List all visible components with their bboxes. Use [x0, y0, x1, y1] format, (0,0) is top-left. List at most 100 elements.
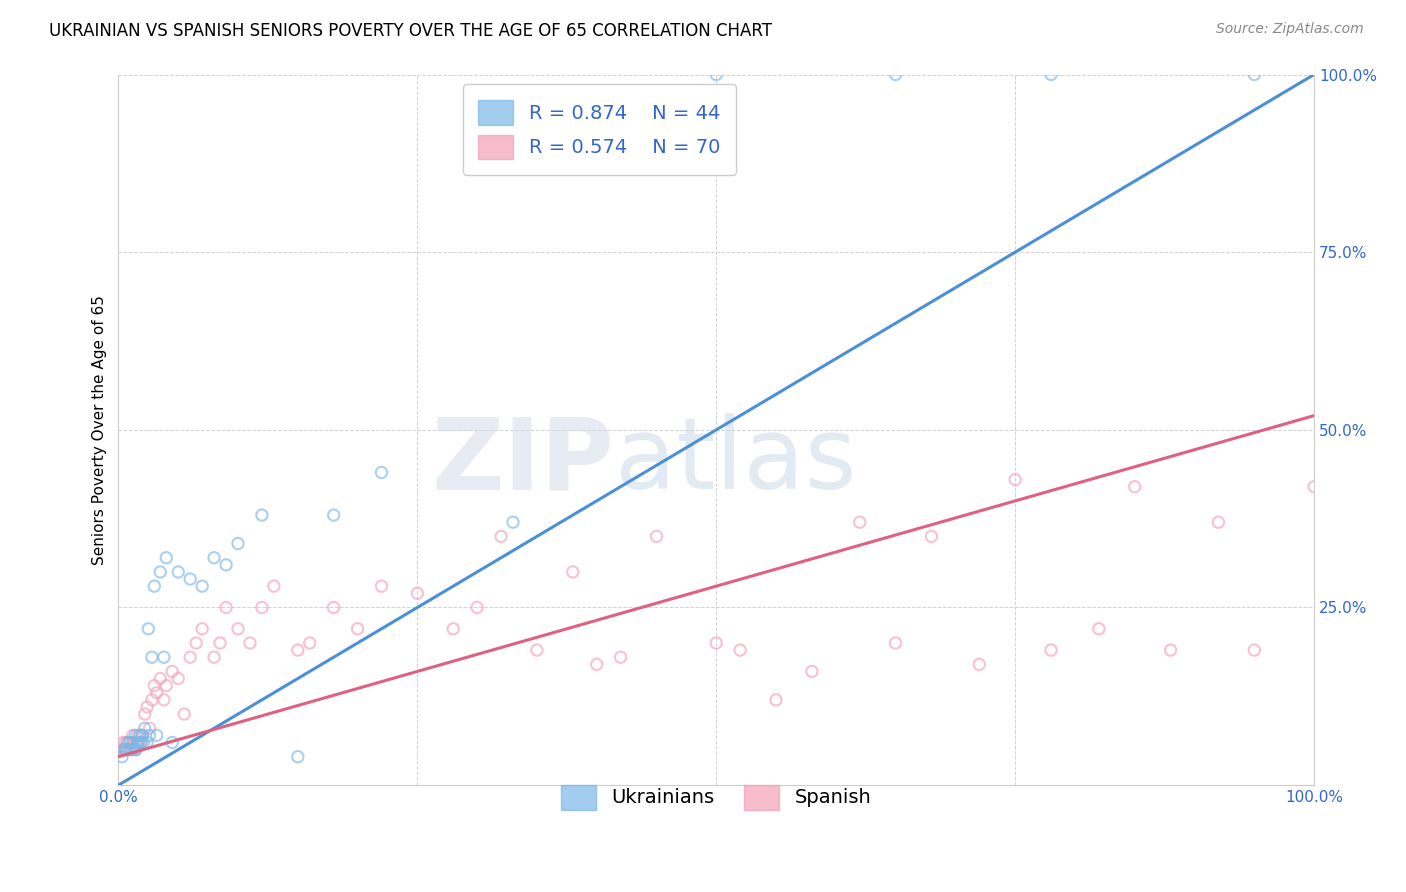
Point: [114, 742, 136, 756]
Point: [118, 742, 141, 756]
Point: [131, 728, 153, 742]
Point: [526, 643, 548, 657]
Point: [127, 728, 149, 742]
Point: [111, 749, 134, 764]
Point: [112, 735, 135, 749]
Point: [134, 707, 156, 722]
Point: [287, 643, 309, 657]
Point: [114, 735, 136, 749]
Point: [215, 600, 238, 615]
Point: [122, 742, 145, 756]
Point: [1040, 68, 1063, 82]
Point: [141, 650, 163, 665]
Point: [125, 742, 148, 756]
Point: [145, 686, 167, 700]
Point: [143, 679, 166, 693]
Point: [121, 735, 143, 749]
Y-axis label: Seniors Poverty Over the Age of 65: Seniors Poverty Over the Age of 65: [93, 295, 107, 565]
Point: [153, 650, 176, 665]
Point: [179, 650, 201, 665]
Point: [128, 735, 150, 749]
Point: [1123, 480, 1146, 494]
Point: [129, 735, 152, 749]
Point: [132, 735, 155, 749]
Point: [226, 536, 249, 550]
Point: [1243, 643, 1265, 657]
Point: [117, 735, 139, 749]
Point: [287, 749, 309, 764]
Point: [131, 728, 153, 742]
Text: atlas: atlas: [614, 413, 856, 510]
Point: [129, 728, 152, 742]
Point: [155, 679, 177, 693]
Point: [162, 735, 184, 749]
Text: UKRAINIAN VS SPANISH SENIORS POVERTY OVER THE AGE OF 65 CORRELATION CHART: UKRAINIAN VS SPANISH SENIORS POVERTY OVE…: [49, 22, 772, 40]
Point: [186, 636, 208, 650]
Point: [704, 68, 727, 82]
Point: [848, 515, 870, 529]
Point: [969, 657, 991, 672]
Point: [406, 586, 429, 600]
Point: [138, 721, 160, 735]
Text: ZIP: ZIP: [432, 413, 614, 510]
Point: [136, 735, 159, 749]
Point: [143, 579, 166, 593]
Point: [121, 742, 143, 756]
Point: [134, 721, 156, 735]
Point: [145, 728, 167, 742]
Point: [191, 579, 214, 593]
Point: [884, 68, 907, 82]
Point: [155, 550, 177, 565]
Point: [179, 572, 201, 586]
Point: [1208, 515, 1230, 529]
Point: [129, 735, 152, 749]
Point: [239, 636, 262, 650]
Point: [115, 742, 138, 756]
Point: [800, 665, 823, 679]
Point: [173, 707, 195, 722]
Point: [1040, 643, 1063, 657]
Point: [489, 529, 512, 543]
Point: [121, 728, 143, 742]
Point: [645, 529, 668, 543]
Point: [370, 466, 392, 480]
Point: [117, 735, 139, 749]
Point: [502, 515, 524, 529]
Point: [122, 735, 145, 749]
Point: [728, 643, 751, 657]
Point: [1004, 473, 1026, 487]
Point: [441, 622, 464, 636]
Point: [884, 636, 907, 650]
Point: [561, 565, 583, 579]
Point: [263, 579, 285, 593]
Point: [226, 622, 249, 636]
Point: [129, 728, 152, 742]
Point: [149, 672, 172, 686]
Point: [202, 550, 225, 565]
Point: [111, 742, 134, 756]
Point: [115, 742, 138, 756]
Point: [124, 742, 146, 756]
Point: [136, 700, 159, 714]
Point: [322, 508, 344, 522]
Point: [167, 672, 190, 686]
Point: [124, 728, 146, 742]
Point: [209, 636, 232, 650]
Point: [765, 693, 787, 707]
Point: [128, 735, 150, 749]
Point: [153, 693, 176, 707]
Point: [1160, 643, 1182, 657]
Point: [162, 665, 184, 679]
Point: [125, 735, 148, 749]
Point: [136, 622, 159, 636]
Point: [127, 735, 149, 749]
Point: [118, 742, 141, 756]
Point: [585, 657, 607, 672]
Point: [138, 728, 160, 742]
Point: [1088, 622, 1111, 636]
Point: [609, 650, 631, 665]
Point: [250, 508, 273, 522]
Point: [191, 622, 214, 636]
Point: [215, 558, 238, 572]
Point: [920, 529, 942, 543]
